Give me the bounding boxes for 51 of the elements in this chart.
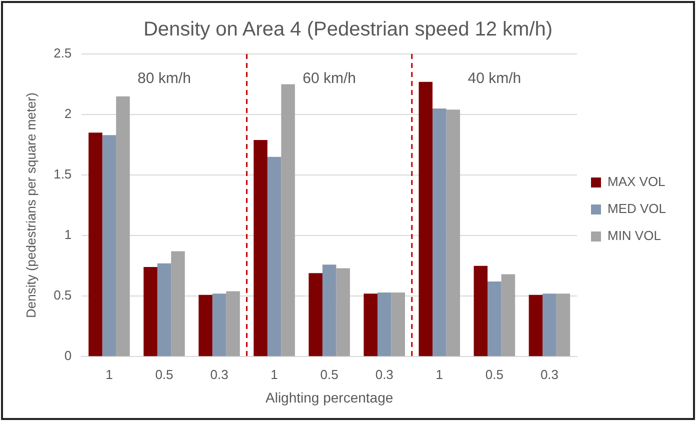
annotation: 40 km/h (468, 70, 522, 88)
x-tick-label: 0.5 (320, 366, 338, 382)
x-tick-label: 0.3 (210, 366, 228, 382)
bar (102, 135, 116, 356)
bar (336, 268, 350, 356)
y-tick-label: 0 (64, 348, 72, 364)
bar (254, 140, 268, 356)
x-axis-title: Alighting percentage (266, 389, 394, 406)
annotation: 60 km/h (302, 70, 356, 88)
annotation: 80 km/h (138, 70, 191, 88)
x-tick-label: 1 (436, 366, 444, 382)
bar (144, 267, 158, 356)
bar (501, 274, 516, 356)
bar (157, 263, 172, 356)
x-tick-label: 0.3 (540, 366, 559, 382)
bar (116, 96, 130, 356)
bar (322, 264, 336, 356)
legend-label: MIN VOL (607, 228, 661, 244)
bar (308, 273, 322, 356)
x-tick-label: 0.5 (485, 366, 504, 382)
y-tick-label: 2.5 (54, 46, 72, 61)
legend-label: MED VOL (607, 201, 666, 216)
bar (542, 294, 556, 356)
bar (377, 292, 392, 356)
bar (281, 84, 295, 356)
bar (88, 132, 102, 356)
x-tick-label: 1 (270, 366, 278, 382)
bar (446, 110, 460, 356)
y-tick-label: 1.5 (54, 166, 72, 182)
bar (267, 156, 282, 356)
bar (432, 108, 446, 356)
chart-title: Density on Area 4 (Pedestrian speed 12 km/h) (143, 18, 553, 41)
y-axis-title: Density (pedestrians per square meter) (23, 92, 38, 318)
bar (488, 282, 502, 356)
legend-label: MAX VOL (607, 174, 666, 190)
bar (528, 294, 543, 356)
bar (391, 292, 406, 356)
y-tick-label: 2 (64, 106, 72, 122)
x-tick-label: 0.3 (375, 366, 394, 382)
bar (226, 291, 240, 356)
y-tick-label: 1 (64, 227, 72, 242)
bar (171, 251, 185, 356)
x-tick-label: 1 (106, 366, 113, 382)
y-tick-label: 0.5 (54, 288, 72, 303)
bar (556, 294, 570, 356)
bar (418, 82, 433, 356)
bar (474, 266, 488, 356)
x-tick-label: 0.5 (155, 366, 174, 382)
bar (364, 294, 378, 356)
bar (198, 294, 212, 356)
bar (212, 294, 226, 356)
